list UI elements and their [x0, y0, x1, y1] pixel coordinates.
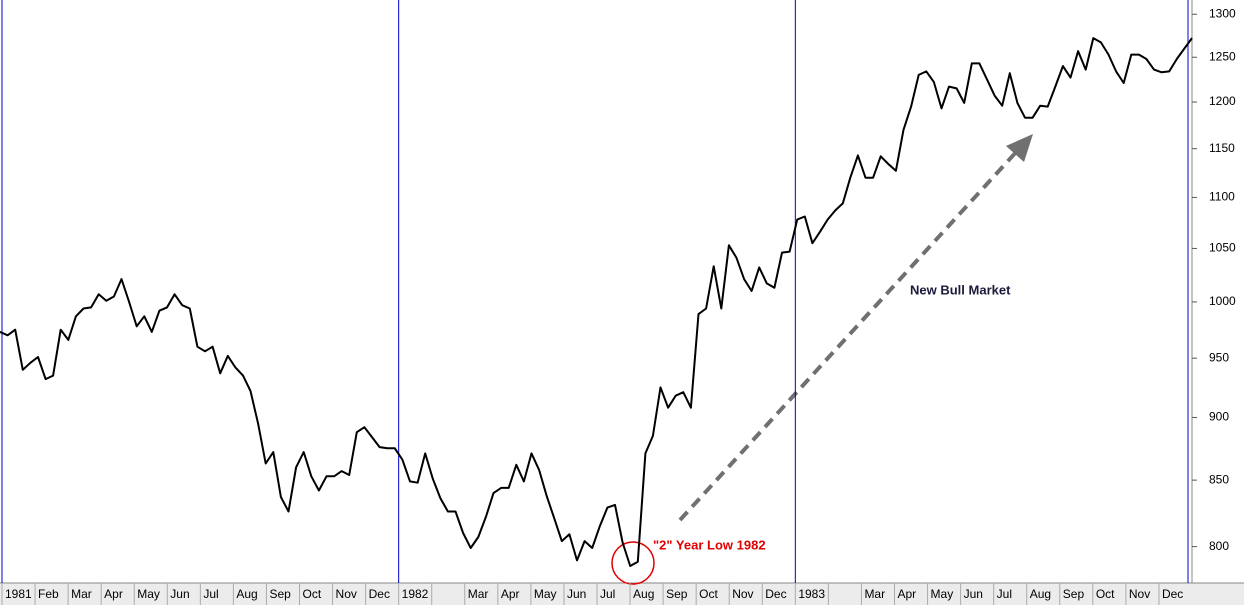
- x-tick-label: Aug: [1030, 587, 1051, 601]
- y-tick-label: 1050: [1209, 241, 1236, 255]
- x-tick-label: Oct: [1096, 587, 1115, 601]
- y-tick-label: 1250: [1209, 49, 1236, 63]
- trend-arrow-head: [1006, 134, 1033, 162]
- x-tick-label: Apr: [898, 587, 917, 601]
- trend-arrow: [678, 148, 1020, 522]
- x-tick-label: Feb: [38, 587, 59, 601]
- y-tick-label: 850: [1209, 472, 1229, 486]
- annotation: "2" Year Low 1982: [653, 537, 766, 552]
- x-tick-label: Mar: [71, 587, 92, 601]
- x-tick-label: Dec: [1162, 587, 1183, 601]
- x-tick-label: Nov: [336, 587, 357, 601]
- x-tick-label: Aug: [633, 587, 654, 601]
- y-tick-label: 800: [1209, 539, 1229, 553]
- x-tick-label: Dec: [369, 587, 390, 601]
- y-tick-label: 1300: [1209, 6, 1236, 20]
- x-tick-label: Jul: [203, 587, 218, 601]
- x-tick-label: 1983: [798, 587, 825, 601]
- y-axis-area: [1192, 0, 1244, 583]
- x-tick-label: Nov: [732, 587, 753, 601]
- x-tick-label: Jul: [600, 587, 615, 601]
- x-tick-label: May: [137, 587, 160, 601]
- x-tick-label: Apr: [501, 587, 520, 601]
- x-tick-label: Nov: [1129, 587, 1150, 601]
- x-tick-label: May: [534, 587, 557, 601]
- y-tick-label: 900: [1209, 410, 1229, 424]
- x-tick-label: Mar: [468, 587, 489, 601]
- x-axis-area: [0, 583, 1244, 605]
- x-tick-label: Sep: [1063, 587, 1085, 601]
- x-tick-label: Aug: [236, 587, 257, 601]
- y-tick-label: 1200: [1209, 94, 1236, 108]
- y-tick-label: 1150: [1209, 141, 1235, 155]
- x-tick-label: Jun: [964, 587, 983, 601]
- y-tick-label: 1000: [1209, 294, 1236, 308]
- annotation: New Bull Market: [910, 282, 1011, 297]
- x-tick-label: May: [931, 587, 954, 601]
- x-tick-label: Apr: [104, 587, 123, 601]
- x-tick-label: 1982: [402, 587, 429, 601]
- x-tick-label: Mar: [864, 587, 885, 601]
- x-tick-label: Dec: [765, 587, 786, 601]
- x-tick-label: Jun: [567, 587, 586, 601]
- x-tick-label: 1981: [5, 587, 32, 601]
- x-tick-label: Sep: [666, 587, 688, 601]
- x-tick-label: Oct: [699, 587, 718, 601]
- low-circle: [611, 541, 655, 585]
- price-line: [0, 37, 1193, 567]
- y-tick-label: 1100: [1209, 190, 1235, 204]
- x-tick-label: Oct: [303, 587, 322, 601]
- x-tick-label: Sep: [269, 587, 291, 601]
- y-tick-label: 950: [1209, 350, 1229, 364]
- x-tick-label: Jul: [997, 587, 1012, 601]
- x-tick-label: Jun: [170, 587, 189, 601]
